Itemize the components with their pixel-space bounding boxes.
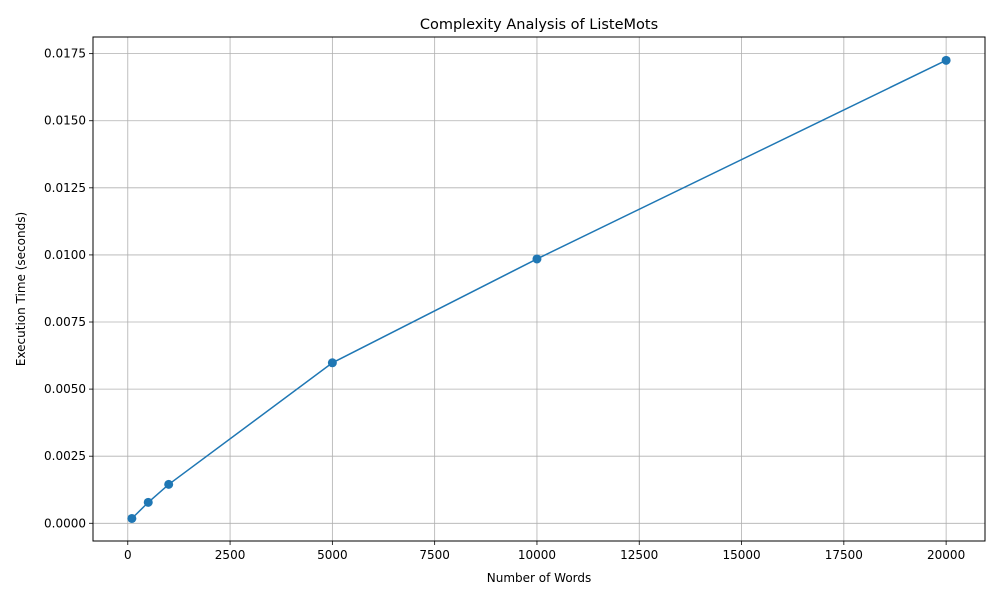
- y-tick-label: 0.0175: [44, 47, 86, 61]
- series-layer: [127, 55, 951, 523]
- x-tick-label: 2500: [215, 548, 246, 562]
- data-point: [327, 358, 337, 368]
- data-point: [143, 497, 153, 507]
- data-point: [127, 513, 137, 523]
- grid: [93, 37, 985, 541]
- data-point: [941, 55, 951, 65]
- y-tick-label: 0.0100: [44, 248, 86, 262]
- y-axis-label: Execution Time (seconds): [14, 212, 28, 366]
- x-tick-label: 15000: [722, 548, 760, 562]
- x-tick-label: 7500: [419, 548, 450, 562]
- x-tick-label: 17500: [825, 548, 863, 562]
- data-point: [532, 254, 542, 264]
- x-axis: 0 2500 5000 7500 10000 12500 15000 17500 20000: [124, 541, 965, 562]
- y-tick-label: 0.0125: [44, 181, 86, 195]
- x-axis-label: Number of Words: [487, 571, 592, 585]
- y-tick-label: 0.0000: [44, 516, 86, 530]
- y-axis: 0.0000 0.0025 0.0050 0.0075 0.0100 0.0125 0.01…: [44, 47, 93, 530]
- y-tick-label: 0.0025: [44, 449, 86, 463]
- series-line: [131, 59, 947, 520]
- x-tick-label: 0: [124, 548, 132, 562]
- x-tick-label: 10000: [518, 548, 556, 562]
- y-tick-label: 0.0050: [44, 382, 86, 396]
- y-tick-label: 0.0075: [44, 315, 86, 329]
- plot-frame: [92, 36, 986, 542]
- data-point: [164, 479, 174, 489]
- x-tick-label: 5000: [317, 548, 348, 562]
- y-tick-label: 0.0150: [44, 114, 86, 128]
- chart-title: Complexity Analysis of ListeMots: [420, 17, 658, 33]
- x-tick-label: 20000: [927, 548, 965, 562]
- x-tick-label: 12500: [620, 548, 658, 562]
